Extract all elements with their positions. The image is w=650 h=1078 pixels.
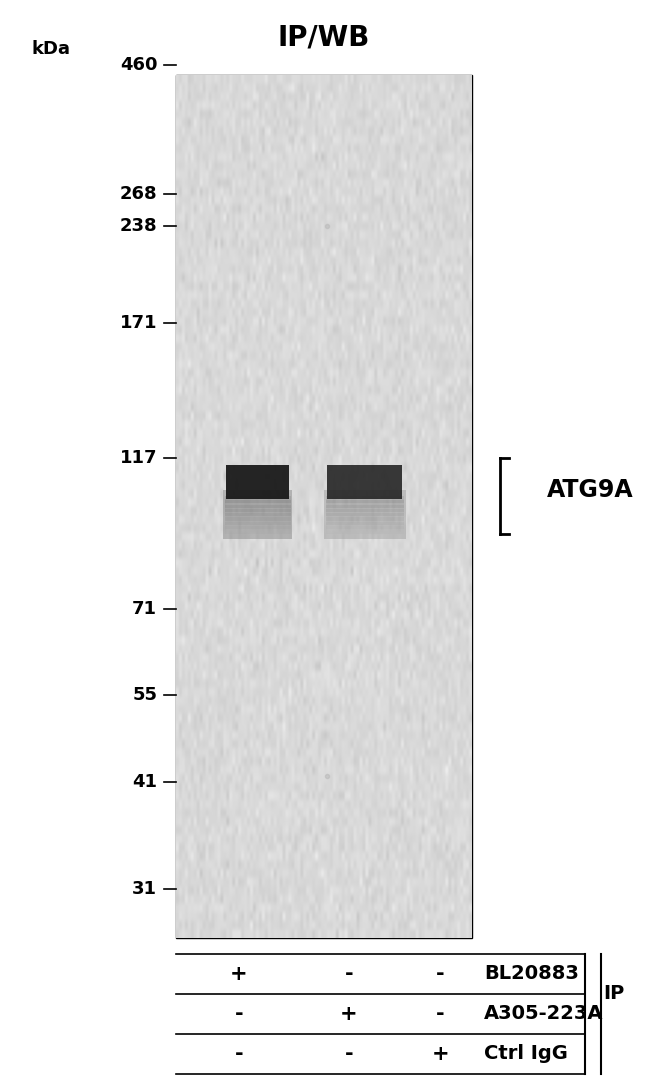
- Bar: [225, 513, 291, 521]
- Bar: [326, 505, 404, 512]
- Text: +: +: [230, 964, 248, 984]
- Text: -: -: [436, 1004, 445, 1024]
- Text: ATG9A: ATG9A: [547, 479, 634, 502]
- Bar: [326, 517, 404, 525]
- Bar: [327, 465, 402, 499]
- Text: -: -: [235, 1004, 243, 1024]
- Text: kDa: kDa: [31, 40, 70, 57]
- Bar: [326, 513, 404, 521]
- Bar: [226, 465, 289, 499]
- Text: 41: 41: [132, 773, 157, 790]
- Text: -: -: [344, 1044, 354, 1064]
- Bar: [326, 509, 404, 516]
- Bar: [225, 526, 291, 534]
- Bar: [223, 490, 292, 539]
- Bar: [225, 509, 291, 516]
- Bar: [324, 490, 406, 539]
- Text: -: -: [344, 964, 354, 984]
- Text: 55: 55: [132, 687, 157, 704]
- Text: IP: IP: [604, 984, 625, 1004]
- Text: 460: 460: [120, 56, 157, 73]
- Text: 171: 171: [120, 315, 157, 332]
- Text: BL20883: BL20883: [484, 965, 579, 983]
- Bar: [326, 500, 404, 508]
- Bar: [326, 522, 404, 529]
- Text: 117: 117: [120, 450, 157, 467]
- Text: 31: 31: [132, 881, 157, 898]
- Text: IP/WB: IP/WB: [278, 24, 370, 52]
- Bar: [225, 517, 291, 525]
- Bar: [225, 496, 291, 503]
- Text: 268: 268: [120, 185, 157, 203]
- Text: 71: 71: [132, 600, 157, 618]
- Bar: [176, 75, 472, 938]
- Bar: [326, 526, 404, 534]
- Text: -: -: [436, 964, 445, 984]
- Bar: [225, 522, 291, 529]
- Text: Ctrl IgG: Ctrl IgG: [484, 1045, 568, 1063]
- Text: -: -: [235, 1044, 243, 1064]
- Text: A305-223A: A305-223A: [484, 1005, 604, 1023]
- Text: +: +: [432, 1044, 449, 1064]
- Bar: [225, 500, 291, 508]
- Text: 238: 238: [120, 218, 157, 235]
- Text: +: +: [340, 1004, 358, 1024]
- Bar: [326, 496, 404, 503]
- Bar: [225, 505, 291, 512]
